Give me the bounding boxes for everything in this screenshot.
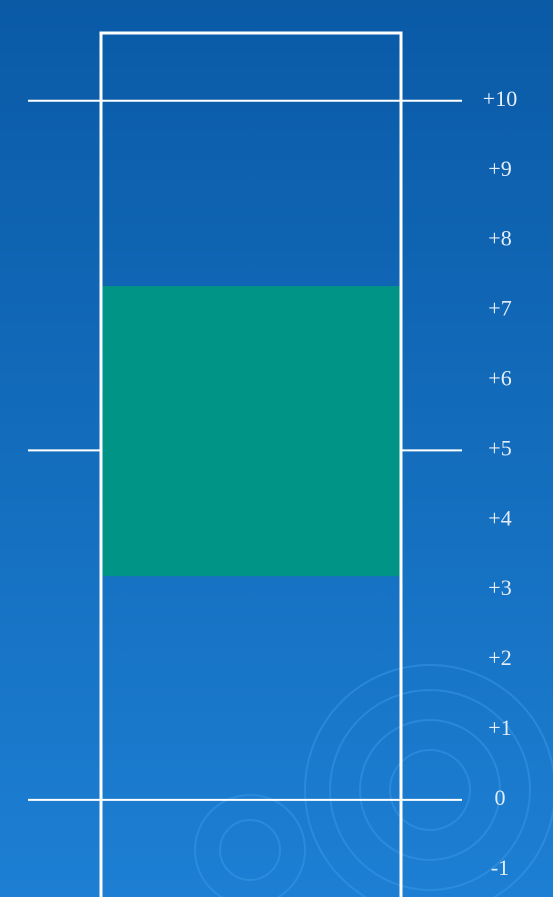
y-tick-label: 0: [495, 785, 506, 810]
ripple-decoration: [194, 664, 553, 897]
y-tick-label: +10: [483, 86, 517, 111]
y-tick-label: +9: [488, 156, 511, 181]
y-tick-label: +7: [488, 296, 511, 321]
y-tick-label: -1: [491, 855, 509, 880]
range-bar: [101, 286, 401, 577]
y-tick-label: +1: [488, 715, 511, 740]
y-tick-label: +5: [488, 435, 511, 460]
scale-frame: [99, 31, 403, 897]
y-tick-label: +2: [488, 645, 511, 670]
y-tick-label: +4: [488, 505, 511, 530]
y-tick-label: +8: [488, 226, 511, 251]
y-tick-label: +6: [488, 365, 511, 390]
y-tick-label: +3: [488, 575, 511, 600]
